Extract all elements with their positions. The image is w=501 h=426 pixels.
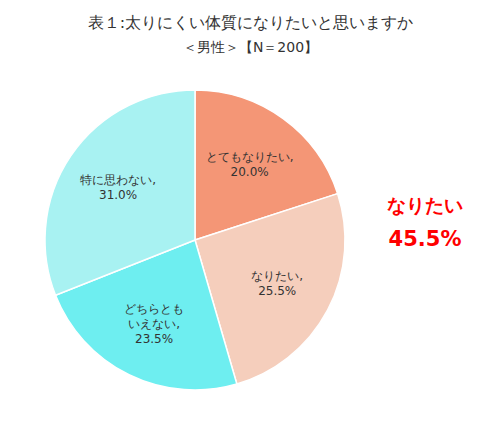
annotation: なりたい — [387, 194, 463, 216]
slice-label-line: 25.5% — [258, 284, 296, 298]
subtitle: ＜男性＞【N＝200】 — [183, 39, 318, 55]
slice-label-line: なりたい, — [251, 269, 303, 283]
slice-label-line: 31.0% — [99, 188, 137, 202]
title: 表１:太りにくい体質になりたいと思いますか — [88, 13, 413, 32]
annotation: 45.5% — [389, 227, 462, 251]
chart: 表１:太りにくい体質になりたいと思いますか＜男性＞【N＝200】とてもなりたい,… — [0, 0, 501, 426]
slice-label: なりたい,25.5% — [251, 269, 303, 298]
slice-label-line: 23.5% — [135, 332, 173, 346]
slice-label-line: どちらとも — [124, 302, 184, 316]
slice-label: 特に思わない,31.0% — [80, 173, 156, 202]
slice-label-line: とてもなりたい, — [206, 150, 294, 164]
slice-labels: とてもなりたい,20.0% なりたい,25.5% どちらともいえない,23.5% 特に… — [80, 150, 303, 345]
slice-label-line: いえない, — [128, 317, 180, 331]
slice-label-line: 20.0% — [231, 165, 269, 179]
slice-label: どちらともいえない,23.5% — [124, 302, 184, 346]
slice-label: とてもなりたい,20.0% — [206, 150, 294, 179]
slice-label-line: 特に思わない, — [80, 173, 156, 187]
slice — [45, 90, 195, 295]
slices — [45, 90, 345, 390]
